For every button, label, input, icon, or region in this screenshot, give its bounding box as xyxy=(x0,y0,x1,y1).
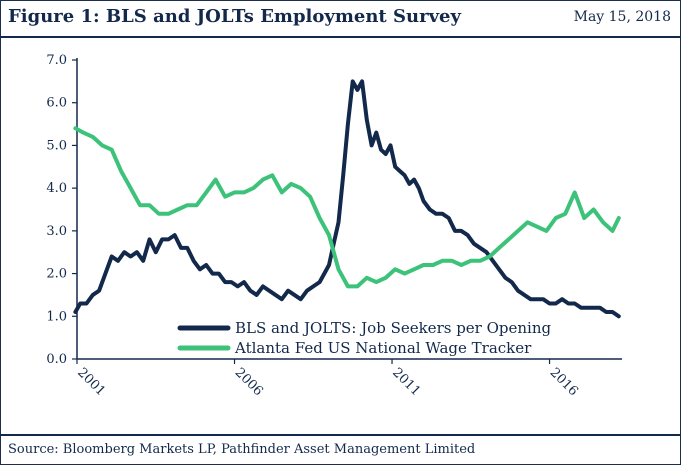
y-tick-label: 1.0 xyxy=(46,309,67,324)
series-line-wage-tracker xyxy=(73,126,621,289)
y-tick-label: 0.0 xyxy=(46,352,67,367)
series-line-job-seekers xyxy=(73,79,621,319)
x-tick-label: 2001 xyxy=(74,365,108,399)
chart-title: Figure 1: BLS and JOLTs Employment Surve… xyxy=(8,6,461,27)
y-tick-label: 5.0 xyxy=(46,138,67,153)
footer-rule xyxy=(0,434,681,436)
header: Figure 1: BLS and JOLTs Employment Surve… xyxy=(0,0,681,36)
series-layer xyxy=(73,79,621,319)
y-tick-label: 4.0 xyxy=(46,181,67,196)
chart-date: May 15, 2018 xyxy=(573,9,671,25)
legend-label: Atlanta Fed US National Wage Tracker xyxy=(234,339,532,357)
source-note: Source: Bloomberg Markets LP, Pathfinder… xyxy=(8,442,476,457)
legend: BLS and JOLTS: Job Seekers per Opening At… xyxy=(177,319,552,357)
x-tick-label: 2011 xyxy=(389,365,423,399)
x-tick-label: 2016 xyxy=(547,365,581,399)
header-rule xyxy=(0,36,681,38)
y-tick-label: 7.0 xyxy=(46,53,67,68)
y-tick-label: 2.0 xyxy=(46,267,67,282)
x-tick-label: 2006 xyxy=(232,365,266,399)
y-tick-label: 3.0 xyxy=(46,224,67,239)
y-tick-label: 6.0 xyxy=(46,96,67,111)
legend-label: BLS and JOLTS: Job Seekers per Opening xyxy=(235,319,552,337)
